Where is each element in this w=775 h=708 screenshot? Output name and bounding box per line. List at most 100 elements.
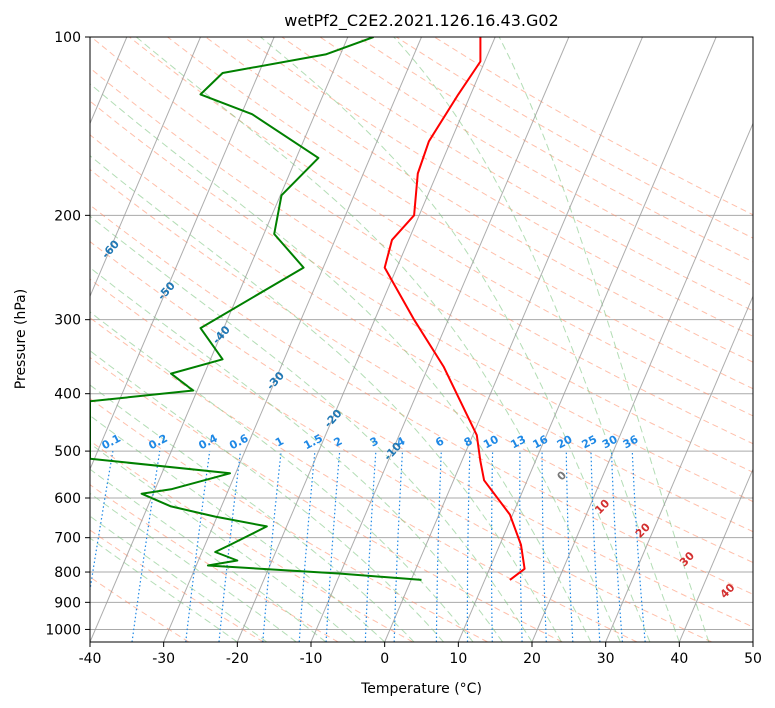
moist-adiabat <box>90 442 356 642</box>
moist-adiabat <box>90 492 297 642</box>
moist-adiabat <box>498 37 710 642</box>
moist-adiabat <box>90 215 533 642</box>
isotherm-label: -30 <box>264 369 287 393</box>
temperature-line <box>383 37 526 581</box>
isotherm-label: -50 <box>155 279 178 303</box>
moist-adiabat <box>90 468 327 642</box>
dry-adiabat <box>129 37 753 417</box>
isotherm <box>310 37 570 642</box>
x-tick-label: 50 <box>744 651 762 667</box>
moist-adiabat <box>90 155 562 642</box>
mixing-ratio-line <box>218 451 242 642</box>
moist-adiabat <box>90 311 474 642</box>
isotherm <box>236 37 496 642</box>
mixing-ratio-label: 10 <box>481 433 501 452</box>
mixing-ratio-line <box>262 451 282 642</box>
isotherm-label: -60 <box>99 237 122 261</box>
y-axis: 100 200 300 400 500 600 700 800 900 1000 <box>45 30 90 638</box>
isotherm <box>384 37 643 642</box>
isotherm-label: -80 <box>0 162 7 186</box>
dry-adiabat <box>90 484 339 642</box>
y-tick-label: 700 <box>54 531 81 547</box>
mixing-ratio-label: 2 <box>332 434 345 449</box>
chart-title: wetPf2_C2E2.2021.126.16.43.G02 <box>284 11 558 31</box>
x-tick-label: 20 <box>523 651 541 667</box>
moist-adiabat-label: 10 <box>592 497 612 517</box>
dry-adiabat <box>90 204 753 595</box>
mixing-ratio-label: 0.6 <box>227 432 251 453</box>
isotherm <box>678 467 753 642</box>
y-tick-label: 300 <box>54 313 81 329</box>
moist-adiabat-label: 30 <box>677 549 697 569</box>
y-tick-label: 200 <box>54 208 81 224</box>
x-axis-label: Temperature (°C) <box>360 681 482 697</box>
dry-adiabat <box>90 168 753 564</box>
moist-adiabat <box>90 515 268 642</box>
mixing-ratio-label: 0.4 <box>196 432 220 453</box>
mixing-ratio-label: 20 <box>555 433 575 452</box>
mixing-ratio-line <box>610 451 623 642</box>
dry-adiabat <box>90 100 753 503</box>
mixing-ratio-line <box>466 451 471 642</box>
dry-adiabat <box>90 317 638 642</box>
dry-adiabat <box>90 356 563 642</box>
mixing-ratio-line <box>90 450 114 594</box>
x-tick-label: -20 <box>226 651 249 667</box>
dry-adiabat <box>90 440 414 642</box>
y-tick-label: 400 <box>54 387 81 403</box>
moist-adiabat <box>135 37 621 642</box>
dry-adiabat <box>281 37 753 312</box>
y-tick-label: 100 <box>54 30 81 46</box>
isotherm <box>163 37 422 642</box>
isotherm <box>90 37 349 642</box>
background-lines <box>90 37 753 642</box>
y-tick-label: 800 <box>54 565 81 581</box>
x-axis: -40 -30 -20 -10 0 10 20 30 40 50 <box>79 642 762 667</box>
mixing-ratio-line <box>435 451 442 642</box>
mixing-ratio-label: 25 <box>580 433 600 452</box>
mixing-ratio-label: 13 <box>508 433 528 452</box>
mixing-ratio-label: 1.5 <box>302 432 325 453</box>
y-tick-label: 500 <box>54 444 81 460</box>
moist-adiabat <box>260 37 651 642</box>
mixing-ratio-label: 1 <box>273 434 286 449</box>
y-tick-label: 1000 <box>45 622 81 638</box>
isotherm <box>531 122 753 642</box>
isotherm <box>457 37 717 642</box>
dry-adiabat <box>90 529 264 642</box>
background-labels: 0.10.20.40.611.52346810131620253036-100-… <box>0 162 738 601</box>
mixing-ratio-line <box>490 451 494 642</box>
mixing-ratio-line <box>364 451 377 642</box>
mixing-ratio-line <box>131 451 161 642</box>
mixing-ratio-line <box>298 451 316 642</box>
y-tick-label: 900 <box>54 595 81 611</box>
mixing-ratio-label: 6 <box>433 434 446 449</box>
moist-adiabat-label: 40 <box>718 581 738 601</box>
x-tick-label: 0 <box>380 651 389 667</box>
mixing-ratio-line <box>590 451 601 642</box>
mixing-ratio-label: 30 <box>600 433 620 452</box>
isotherm <box>90 37 201 298</box>
mixing-ratio-line <box>631 451 646 642</box>
mixing-ratio-label: 0.1 <box>100 432 123 453</box>
isotherm <box>752 640 753 642</box>
plot-frame <box>89 36 754 643</box>
dry-adiabat <box>434 37 753 216</box>
dry-adiabat <box>243 37 753 337</box>
moist-adiabat <box>90 415 386 642</box>
x-tick-label: -30 <box>152 651 175 667</box>
data-series <box>90 37 526 581</box>
mixing-ratio-label: 36 <box>621 433 641 452</box>
dry-adiabat <box>90 241 753 628</box>
dewpoint-line <box>90 37 422 581</box>
dry-adiabat <box>357 37 753 263</box>
dry-adiabat <box>90 278 712 642</box>
y-axis-label: Pressure (hPa) <box>13 289 29 389</box>
isotherm-label: -20 <box>322 407 345 431</box>
moist-adiabat <box>90 537 238 642</box>
mixing-ratio-line <box>185 451 211 642</box>
y-tick-label: 600 <box>54 491 81 507</box>
isotherm <box>90 37 275 471</box>
moist-adiabat <box>90 384 415 642</box>
